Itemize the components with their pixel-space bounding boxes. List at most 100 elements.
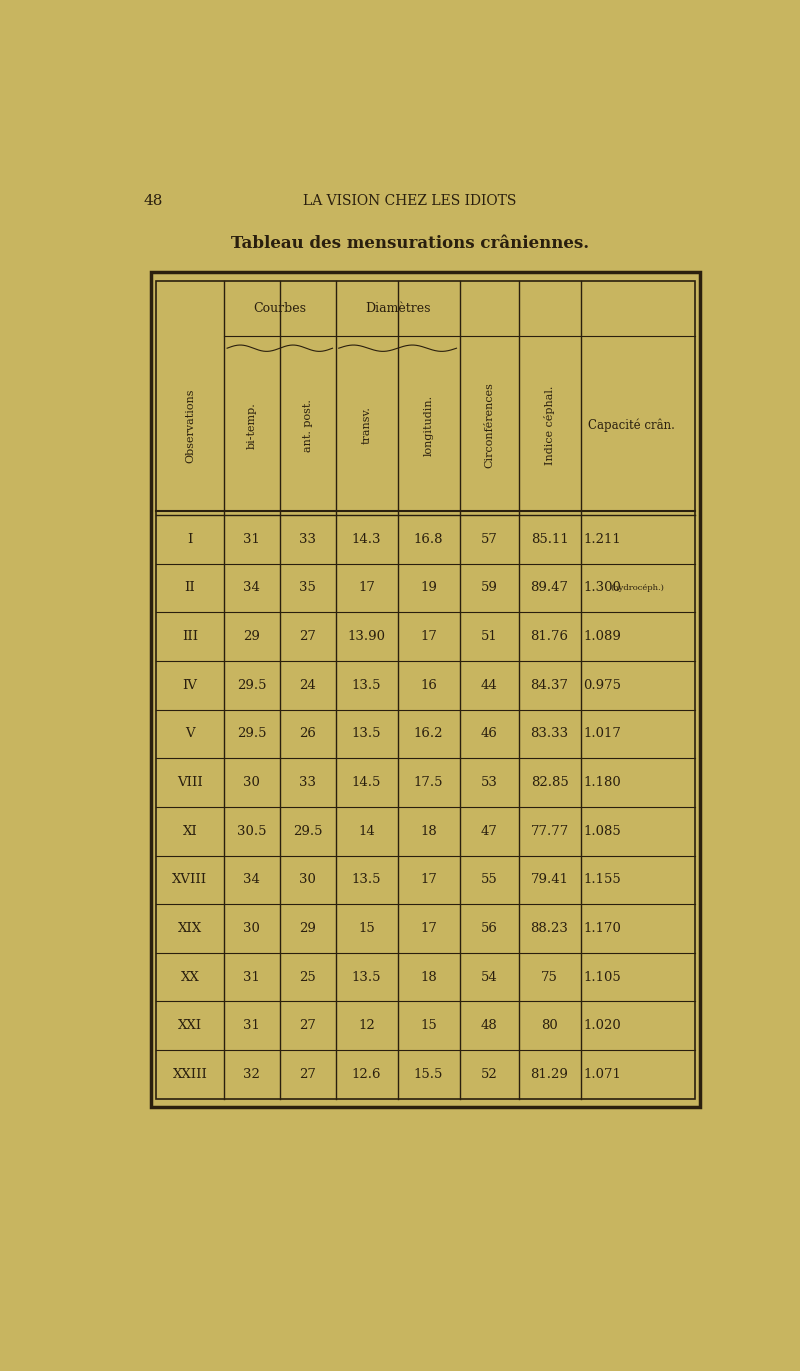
Text: 27: 27 [299,631,316,643]
Text: 52: 52 [481,1068,498,1080]
Text: XX: XX [181,971,199,983]
Text: bi-temp.: bi-temp. [247,402,257,448]
Text: Tableau des mensurations crâniennes.: Tableau des mensurations crâniennes. [231,236,589,252]
Text: 26: 26 [299,728,316,740]
Text: 31: 31 [243,1019,260,1032]
Text: 1.105: 1.105 [583,971,622,983]
Text: 85.11: 85.11 [530,533,568,546]
Text: Courbes: Courbes [254,302,306,314]
Text: 75: 75 [541,971,558,983]
Text: 34: 34 [243,581,260,595]
Text: 53: 53 [481,776,498,790]
Text: 44: 44 [481,679,498,692]
Text: 1.089: 1.089 [583,631,622,643]
Text: 1.071: 1.071 [583,1068,622,1080]
Text: Circonférences: Circonférences [484,383,494,469]
Text: 30: 30 [299,873,316,887]
Text: VIII: VIII [177,776,202,790]
Text: 15.5: 15.5 [414,1068,443,1080]
Text: 27: 27 [299,1019,316,1032]
Text: LA VISION CHEZ LES IDIOTS: LA VISION CHEZ LES IDIOTS [303,195,517,208]
Text: 82.85: 82.85 [530,776,568,790]
Text: I: I [187,533,193,546]
Text: 33: 33 [299,776,316,790]
Text: Observations: Observations [185,388,195,462]
Bar [151,273,700,1108]
Text: 18: 18 [420,825,437,838]
Text: 33: 33 [299,533,316,546]
Text: 59: 59 [481,581,498,595]
Text: 14: 14 [358,825,375,838]
Text: 1.211: 1.211 [583,533,622,546]
Text: 15: 15 [358,923,375,935]
Text: Capacité crân.: Capacité crân. [588,418,675,432]
Text: 13.5: 13.5 [352,971,382,983]
Text: 17.5: 17.5 [414,776,443,790]
Text: 48: 48 [481,1019,498,1032]
Text: 79.41: 79.41 [530,873,569,887]
Text: 1.017: 1.017 [583,728,622,740]
Text: 81.29: 81.29 [530,1068,569,1080]
Text: 56: 56 [481,923,498,935]
Text: 1.170: 1.170 [583,923,622,935]
Text: 0.975: 0.975 [583,679,622,692]
Text: 16: 16 [420,679,437,692]
Text: 54: 54 [481,971,498,983]
Text: 57: 57 [481,533,498,546]
Text: 25: 25 [299,971,316,983]
Text: 29.5: 29.5 [237,728,266,740]
Text: 88.23: 88.23 [530,923,569,935]
Text: 31: 31 [243,533,260,546]
Text: 14.5: 14.5 [352,776,382,790]
Text: 17: 17 [420,631,437,643]
Text: XVIII: XVIII [172,873,207,887]
Text: 1.300: 1.300 [583,581,622,595]
Text: XI: XI [182,825,198,838]
Text: 1.020: 1.020 [583,1019,622,1032]
Text: 18: 18 [420,971,437,983]
Text: 31: 31 [243,971,260,983]
Text: ant. post.: ant. post. [302,399,313,451]
Text: XXIII: XXIII [173,1068,207,1080]
Text: 12.6: 12.6 [352,1068,382,1080]
Text: 89.47: 89.47 [530,581,569,595]
Text: 16.8: 16.8 [414,533,443,546]
Bar [156,281,695,1098]
Text: 48: 48 [143,195,162,208]
Text: 17: 17 [358,581,375,595]
Text: 51: 51 [481,631,498,643]
Text: 13.5: 13.5 [352,873,382,887]
Text: 19: 19 [420,581,437,595]
Text: 29.5: 29.5 [237,679,266,692]
Text: 13.5: 13.5 [352,679,382,692]
Text: 83.33: 83.33 [530,728,569,740]
Text: 13.5: 13.5 [352,728,382,740]
Text: 1.180: 1.180 [583,776,622,790]
Text: 29: 29 [243,631,260,643]
Text: 13.90: 13.90 [348,631,386,643]
Text: 15: 15 [420,1019,437,1032]
Text: XXI: XXI [178,1019,202,1032]
Text: 32: 32 [243,1068,260,1080]
Text: V: V [185,728,194,740]
Text: 1.085: 1.085 [583,825,622,838]
Text: Diamètres: Diamètres [365,302,430,314]
Text: 29: 29 [299,923,316,935]
Text: IV: IV [182,679,198,692]
Text: 30: 30 [243,923,260,935]
Text: XIX: XIX [178,923,202,935]
Text: 80: 80 [541,1019,558,1032]
Text: 47: 47 [481,825,498,838]
Text: 14.3: 14.3 [352,533,382,546]
Text: 46: 46 [481,728,498,740]
Text: III: III [182,631,198,643]
Text: 27: 27 [299,1068,316,1080]
Text: 16.2: 16.2 [414,728,443,740]
Text: 17: 17 [420,873,437,887]
Text: 30: 30 [243,776,260,790]
Text: longitudin.: longitudin. [424,395,434,455]
Text: 34: 34 [243,873,260,887]
Text: 77.77: 77.77 [530,825,569,838]
Text: 84.37: 84.37 [530,679,569,692]
Text: transv.: transv. [362,406,371,444]
